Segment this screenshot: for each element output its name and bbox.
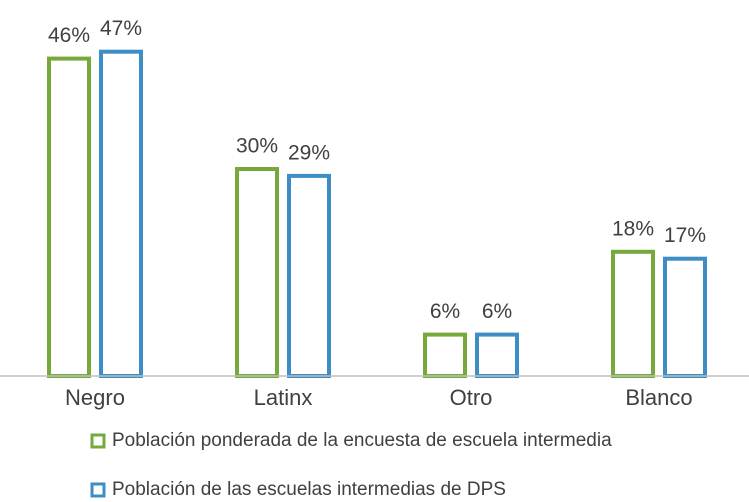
value-label: 46%	[48, 24, 90, 47]
value-label: 29%	[288, 141, 330, 164]
value-label: 30%	[236, 135, 278, 158]
legend-swatch	[90, 482, 106, 498]
x-tick-label: Otro	[450, 385, 493, 410]
bar	[611, 249, 655, 378]
value-label: 6%	[430, 300, 460, 323]
bar	[235, 167, 279, 378]
value-label: 47%	[100, 17, 142, 40]
value-label: 17%	[664, 224, 706, 247]
value-label: 18%	[612, 217, 654, 240]
bar	[475, 332, 519, 379]
value-label: 6%	[482, 300, 512, 323]
bar	[99, 49, 143, 378]
x-tick-label: Negro	[65, 385, 125, 410]
x-tick-label: Latinx	[254, 385, 313, 410]
legend-label: Población ponderada de la encuesta de es…	[112, 430, 612, 451]
legend-swatch	[90, 433, 106, 449]
bar	[663, 256, 707, 379]
bar	[287, 173, 331, 378]
x-tick-label: Blanco	[625, 385, 692, 410]
bar	[47, 56, 91, 378]
legend-label: Población de las escuelas intermedias de…	[112, 479, 506, 500]
bar	[423, 332, 467, 379]
